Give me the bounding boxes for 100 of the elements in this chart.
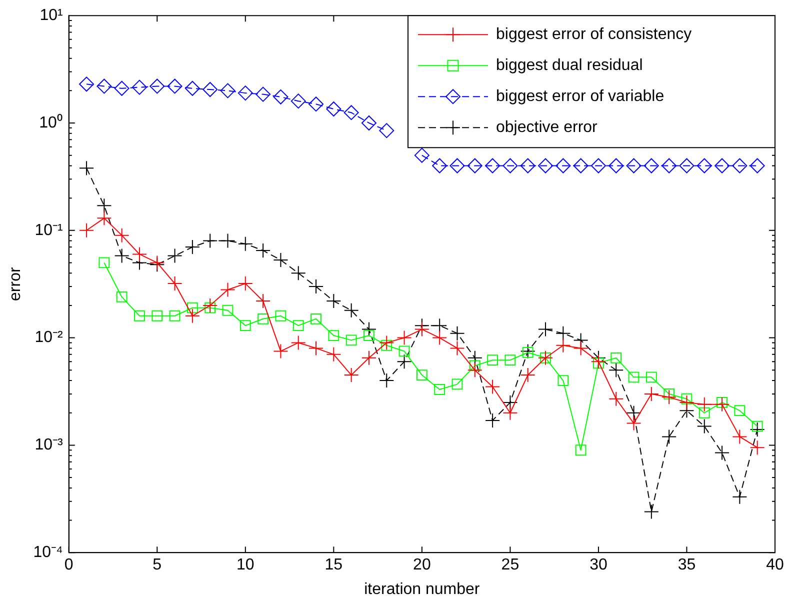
point: [275, 310, 286, 322]
point: [662, 429, 677, 444]
point: [290, 335, 306, 350]
point: [432, 330, 448, 346]
point: [485, 158, 500, 174]
point: [556, 326, 571, 341]
point: [258, 313, 269, 324]
point: [626, 158, 642, 174]
point: [361, 350, 376, 366]
point: [452, 378, 463, 390]
point: [626, 416, 642, 431]
legend-label: biggest error of variable: [496, 88, 664, 106]
point: [96, 198, 112, 214]
point: [167, 248, 182, 264]
point: [556, 158, 571, 174]
point: [608, 362, 624, 378]
point: [167, 276, 182, 292]
point: [467, 350, 482, 366]
point: [184, 308, 200, 324]
point: [326, 294, 342, 309]
x-tick-label: 10: [236, 556, 254, 574]
point: [202, 298, 218, 313]
point: [150, 78, 165, 94]
point: [96, 210, 112, 226]
point: [538, 322, 554, 337]
point: [167, 78, 182, 94]
point: [290, 266, 306, 281]
legend-label: biggest error of consistency: [496, 26, 692, 44]
point: [96, 78, 112, 94]
point: [308, 96, 324, 112]
point: [696, 158, 712, 174]
point: [114, 80, 130, 96]
point: [556, 338, 571, 353]
point: [432, 158, 448, 174]
point: [628, 372, 640, 383]
point: [732, 429, 748, 444]
point: [450, 326, 465, 341]
point: [450, 158, 465, 174]
point: [222, 304, 234, 316]
point: [679, 158, 694, 174]
point: [467, 158, 482, 174]
point: [361, 322, 376, 337]
point: [573, 340, 588, 356]
point: [662, 158, 677, 174]
point: [114, 228, 130, 243]
point: [98, 257, 110, 268]
point: [414, 148, 430, 163]
point: [132, 80, 147, 95]
point: [116, 292, 128, 302]
point: [644, 386, 659, 402]
point: [398, 346, 410, 357]
point: [502, 405, 518, 420]
point: [344, 302, 359, 318]
point: [485, 379, 500, 394]
point: [204, 302, 216, 314]
point: [716, 397, 728, 408]
point: [750, 440, 765, 456]
point: [732, 158, 748, 174]
point: [416, 370, 428, 380]
point: [469, 360, 480, 372]
point: [432, 318, 448, 334]
point: [664, 388, 675, 400]
x-tick-label: 25: [501, 556, 520, 574]
x-tick-label: 0: [64, 556, 74, 574]
x-tick-label: 20: [413, 556, 431, 574]
point: [396, 330, 412, 346]
point: [184, 240, 200, 255]
x-tick-label: 35: [678, 556, 696, 574]
point: [220, 233, 236, 248]
y-tick-label: 10¹: [40, 7, 63, 24]
point: [487, 354, 498, 366]
point: [381, 340, 392, 351]
point: [679, 394, 694, 410]
point: [644, 504, 659, 520]
point: [734, 405, 746, 416]
x-tick-label: 15: [324, 556, 343, 574]
point: [573, 158, 588, 174]
point: [169, 310, 180, 322]
point: [346, 334, 357, 346]
point: [256, 294, 271, 309]
point: [696, 418, 712, 434]
point: [273, 89, 288, 104]
point: [290, 94, 306, 109]
point: [608, 158, 624, 174]
x-tick-label: 30: [590, 556, 608, 574]
point: [273, 252, 288, 268]
point: [186, 302, 198, 314]
point: [752, 420, 763, 432]
point: [714, 158, 730, 174]
point: [520, 158, 536, 174]
point: [590, 354, 606, 370]
y-tick-label: 10⁻¹: [34, 222, 63, 239]
point: [273, 344, 288, 359]
point: [238, 276, 253, 292]
point: [344, 368, 359, 383]
point: [485, 412, 500, 428]
x-tick-label: 5: [152, 556, 162, 574]
point: [520, 368, 536, 383]
point: [504, 354, 516, 366]
point: [292, 320, 304, 332]
